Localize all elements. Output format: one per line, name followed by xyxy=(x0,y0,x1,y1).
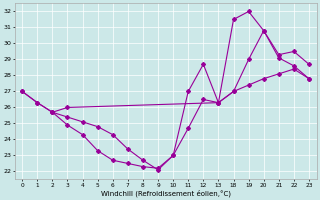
X-axis label: Windchill (Refroidissement éolien,°C): Windchill (Refroidissement éolien,°C) xyxy=(100,189,231,197)
